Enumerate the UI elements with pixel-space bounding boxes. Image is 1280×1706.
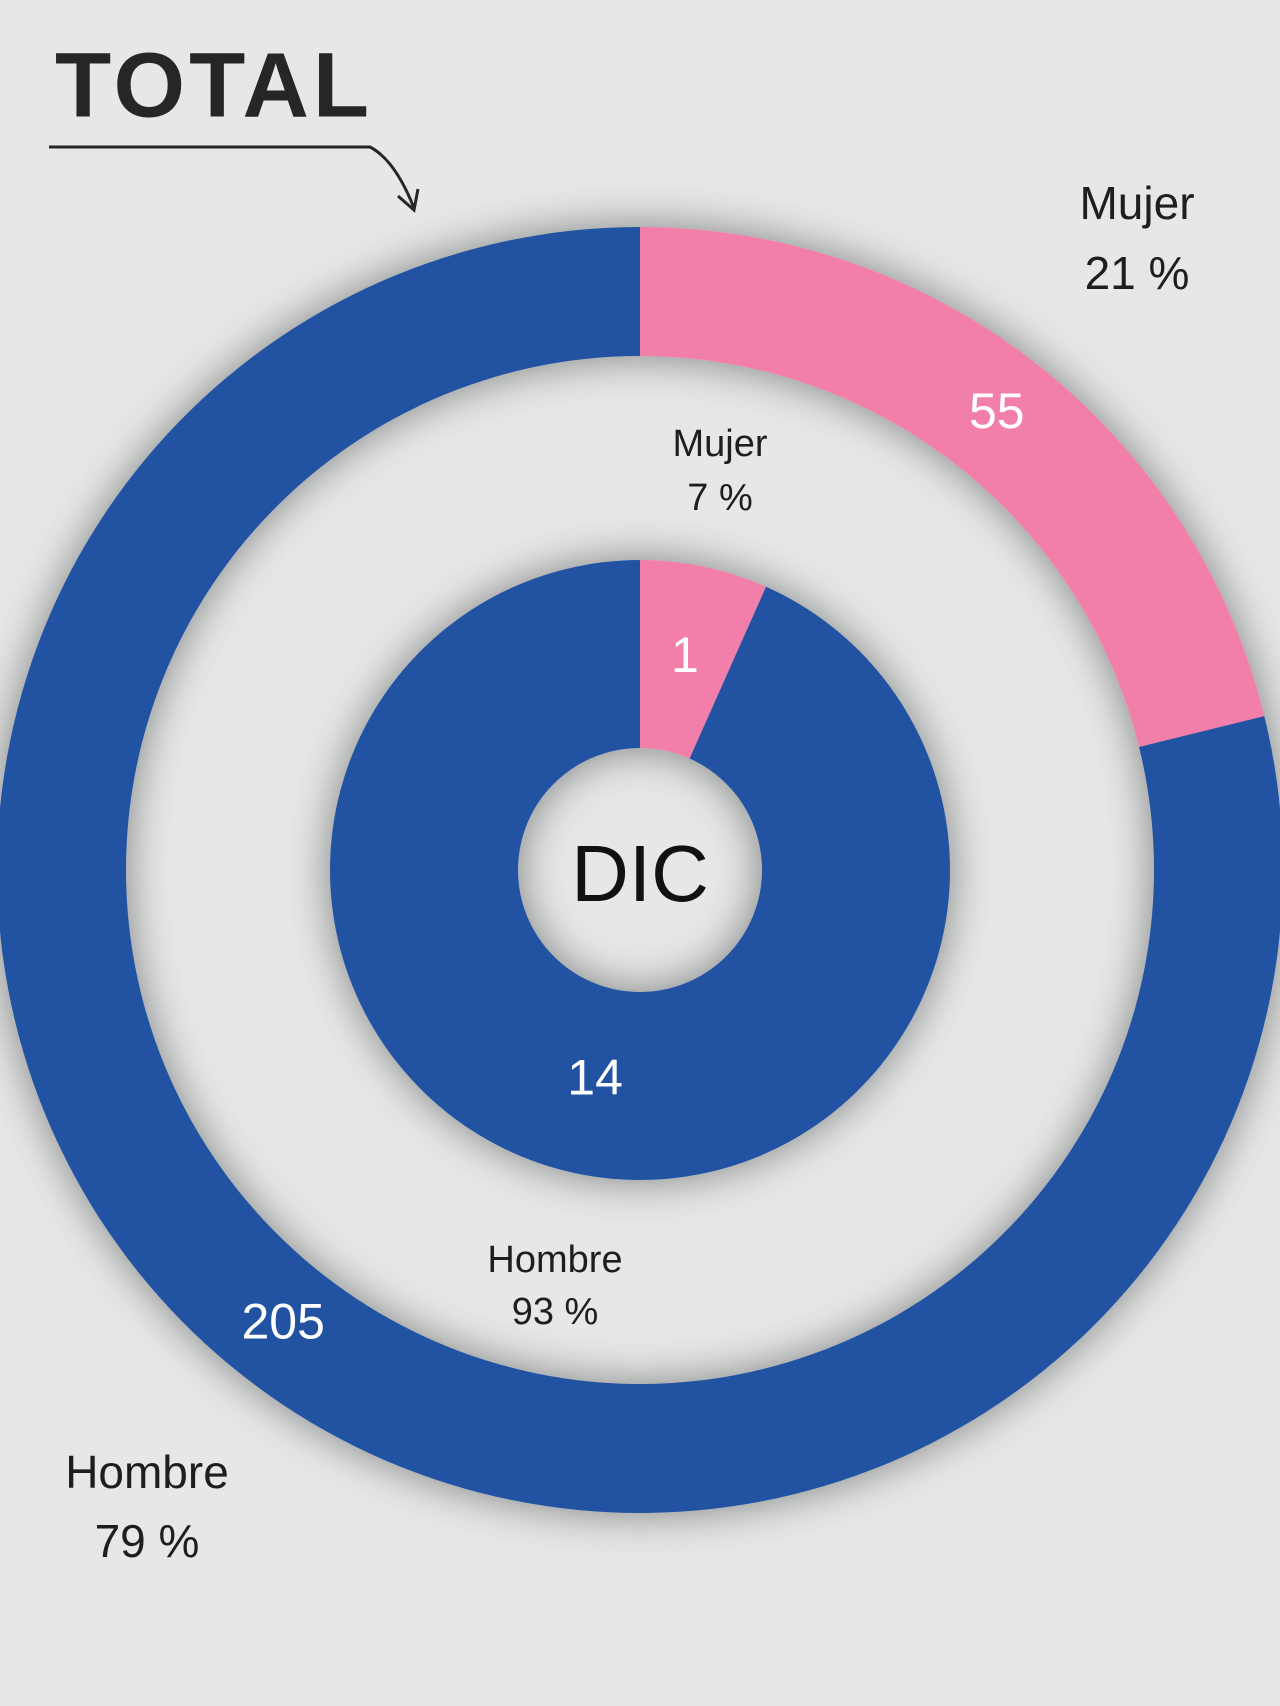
donut xyxy=(0,227,1280,1513)
share-label: 93 % xyxy=(512,1291,599,1333)
title: TOTAL xyxy=(55,34,373,136)
arrow-head xyxy=(397,188,420,213)
value-label: 1 xyxy=(671,627,699,683)
category-label: Mujer xyxy=(672,423,767,465)
donut-segment xyxy=(640,227,1265,747)
title-arrow xyxy=(49,145,416,209)
rings xyxy=(0,227,1280,1513)
category-label: Mujer xyxy=(1079,177,1194,229)
donut-segment xyxy=(640,560,767,759)
share-label: 79 % xyxy=(95,1515,200,1567)
share-label: 21 % xyxy=(1085,247,1190,299)
share-label: 7 % xyxy=(687,477,752,519)
donut xyxy=(329,559,950,1180)
category-label: Hombre xyxy=(65,1446,229,1498)
value-label: 55 xyxy=(969,383,1025,439)
center-label: DIC xyxy=(571,829,709,918)
category-label: Hombre xyxy=(487,1239,622,1281)
value-label: 14 xyxy=(567,1049,623,1105)
donut-segment xyxy=(329,559,950,1180)
value-label: 205 xyxy=(242,1294,325,1350)
